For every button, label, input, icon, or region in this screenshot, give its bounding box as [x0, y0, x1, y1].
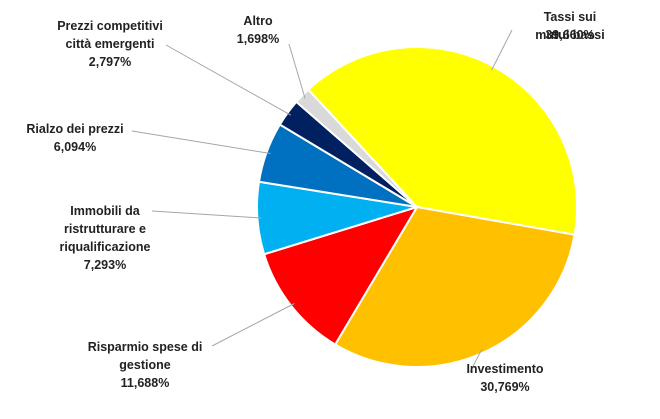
value-label: 11,688%: [120, 376, 170, 390]
leader-line: [491, 29, 513, 71]
value-label: 7,293%: [83, 258, 127, 272]
leader-line: [288, 43, 306, 99]
value-label: 30,769%: [480, 380, 530, 394]
leader-line: [151, 210, 262, 219]
leader-line: [211, 303, 295, 347]
slice-label: Altro: [243, 14, 273, 28]
pie-slice: [262, 205, 420, 346]
leader-line: [469, 348, 483, 373]
value-label: 6,094%: [53, 140, 97, 154]
slice-label: Risparmio spese di gestione: [87, 340, 203, 372]
pie-slice: [294, 88, 418, 208]
value-label: 39,660%: [545, 28, 595, 42]
leader-line: [165, 44, 292, 116]
slice-label: Immobili da ristrutturare e riqualificaz…: [59, 204, 151, 254]
leader-line: [131, 130, 271, 155]
slice-label: Investimento: [466, 362, 544, 376]
slice-label: Tassi sui mutui bassi: [535, 10, 605, 42]
slice-label: Rialzo dei prezzi: [26, 122, 124, 136]
slice-label: Prezzi competitivi città emergenti: [57, 19, 163, 51]
value-label: 1,698%: [236, 32, 280, 46]
pie-slice: [333, 205, 576, 368]
value-label: 2,797%: [88, 55, 132, 69]
